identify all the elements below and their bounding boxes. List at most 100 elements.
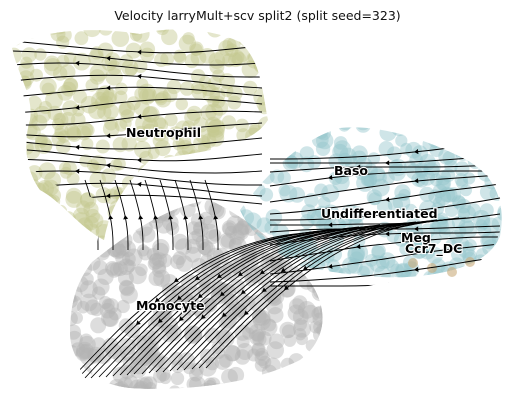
cell-point: [261, 42, 268, 60]
cell-point: [119, 117, 132, 130]
cell-point: [484, 127, 500, 130]
cell-point: [178, 34, 197, 53]
cell-point: [232, 303, 247, 318]
cell-point: [458, 218, 475, 235]
cell-point: [152, 303, 168, 318]
cell-point: [220, 234, 235, 248]
cell-point: [203, 380, 217, 389]
cell-point: [71, 229, 86, 243]
cell-point: [260, 319, 278, 336]
cell-point: [247, 348, 261, 362]
cell-point: [76, 341, 94, 360]
cell-point: [130, 351, 145, 366]
cell-point: [70, 291, 77, 305]
cell-point: [99, 302, 116, 319]
cell-point: [189, 329, 203, 343]
streamline-arrowhead: [356, 164, 361, 170]
streamline: [12, 50, 263, 66]
cell-point: [70, 223, 75, 238]
cell-point: [241, 171, 255, 185]
cell-point: [104, 261, 120, 276]
cell-point: [106, 60, 122, 76]
cell-point: [437, 177, 451, 191]
cell-point: [152, 242, 169, 259]
cell-point: [333, 136, 348, 150]
cell-point: [231, 51, 247, 67]
streamline-arrowhead: [106, 55, 111, 61]
cell-point: [116, 299, 130, 314]
cell-point: [101, 298, 115, 312]
cell-point: [57, 85, 73, 101]
cell-point: [262, 39, 268, 58]
cell-point: [97, 42, 114, 59]
cell-point: [454, 225, 467, 238]
cell-point: [105, 343, 122, 359]
cell-point: [92, 278, 110, 296]
cell-point: [292, 309, 309, 325]
cell-point: [286, 151, 304, 169]
cell-point: [456, 198, 471, 214]
cell-point: [12, 29, 25, 33]
cell-point: [70, 364, 81, 380]
cell-point: [219, 73, 236, 90]
cell-point: [12, 217, 26, 231]
cell-point: [454, 161, 470, 177]
cell-point: [377, 114, 389, 126]
cell-point: [278, 184, 291, 197]
cell-point: [12, 92, 28, 110]
streamline: [144, 179, 159, 251]
cell-point: [121, 59, 139, 77]
streamline-arrowhead: [136, 320, 141, 325]
cell-point: [487, 159, 502, 177]
cell-point: [112, 261, 128, 277]
cell-point: [12, 152, 22, 165]
cell-point: [38, 100, 53, 115]
cell-point: [70, 231, 76, 246]
cell-point: [76, 379, 92, 389]
cell-point: [306, 208, 323, 225]
cell-point: [212, 346, 226, 359]
cell-point: [360, 173, 375, 187]
cell-point: [101, 168, 116, 183]
cell-point: [136, 205, 151, 220]
cell-point: [371, 178, 390, 197]
cell-point: [483, 257, 500, 274]
streamline: [269, 236, 500, 262]
cell-point: [457, 207, 470, 220]
cell-point: [265, 297, 283, 315]
cell-point: [70, 342, 86, 357]
cell-point: [79, 154, 93, 168]
cell-point: [392, 193, 411, 211]
cell-point: [121, 136, 137, 152]
cell-point: [223, 167, 236, 180]
cell-point: [39, 193, 58, 212]
cell-point: [12, 47, 22, 64]
cluster-label-baso: Baso: [334, 163, 368, 178]
cell-point: [419, 154, 436, 171]
cell-point: [320, 303, 323, 321]
cell-point: [152, 132, 169, 149]
cell-point: [125, 211, 140, 225]
streamline-arrowhead: [414, 149, 419, 155]
streamline: [129, 179, 144, 251]
cell-point: [72, 52, 91, 71]
cell-point: [293, 319, 312, 338]
streamline-arrowhead: [137, 114, 142, 120]
cell-point: [228, 166, 246, 184]
cell-point: [470, 142, 488, 160]
cell-point: [414, 164, 429, 178]
cell-point: [256, 34, 268, 50]
cell-point: [294, 318, 307, 332]
cell-point: [301, 204, 317, 220]
cell-point: [403, 160, 417, 173]
cell-point: [34, 136, 53, 154]
cell-point: [365, 254, 378, 267]
cell-point: [101, 55, 117, 71]
cell-point: [305, 360, 322, 378]
cell-point: [86, 159, 100, 172]
cell-point: [369, 166, 386, 182]
cell-point: [152, 239, 170, 257]
streamline-arrowhead: [281, 267, 286, 272]
cell-point: [53, 112, 66, 126]
